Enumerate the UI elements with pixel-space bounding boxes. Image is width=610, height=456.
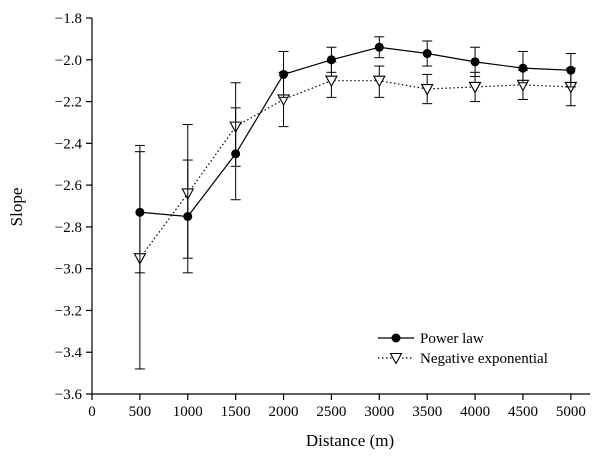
series-negative-exponential: [133, 61, 578, 370]
legend-entry: Negative exponential: [378, 351, 548, 367]
plot-area: [133, 36, 578, 370]
series-line: [139, 80, 571, 259]
y-tick-label: −2.0: [55, 53, 82, 69]
data-point: [372, 75, 386, 88]
legend-entry: Power law: [378, 331, 484, 347]
data-point: [420, 83, 434, 96]
y-tick-label: −2.6: [55, 178, 83, 194]
y-tick-label: −3.4: [55, 345, 83, 361]
legend-label: Power law: [420, 331, 484, 347]
y-tick-label: −3.0: [55, 262, 82, 278]
x-tick-label: 2000: [269, 404, 299, 420]
legend-marker: [391, 333, 401, 343]
legend: Power law Negative exponential: [378, 331, 548, 367]
x-tick-label: 0: [88, 404, 96, 420]
data-point: [518, 63, 528, 73]
y-tick-label: −1.8: [55, 11, 82, 27]
x-tick-label: 3000: [364, 404, 394, 420]
x-axis-title: Distance (m): [306, 431, 394, 450]
axes: −3.6 −3.4 −3.2 −3.0 −2.8 −2.6 −2.4 −2.2 −2.0 −1.8…: [55, 11, 590, 420]
data-point: [470, 57, 480, 67]
series-line: [139, 46, 571, 218]
y-tick-label: −3.2: [55, 303, 82, 319]
data-point: [566, 65, 576, 75]
data-point: [326, 55, 336, 65]
data-point: [374, 42, 384, 52]
x-tick-label: 3500: [412, 404, 442, 420]
y-tick-label: −2.4: [55, 136, 83, 152]
y-tick-label: −3.6: [55, 387, 83, 403]
x-tick-label: 4500: [508, 404, 538, 420]
data-point: [183, 211, 193, 221]
data-point: [231, 149, 241, 159]
legend-marker: [389, 352, 403, 365]
y-axis-title: Slope: [7, 188, 26, 227]
data-point: [468, 81, 482, 94]
x-tick-label: 1500: [221, 404, 251, 420]
y-tick-label: −2.8: [55, 220, 82, 236]
data-point: [324, 75, 338, 88]
data-point: [279, 69, 289, 79]
data-point: [135, 207, 145, 217]
y-tick-label: −2.2: [55, 95, 82, 111]
legend-label: Negative exponential: [420, 351, 548, 367]
x-tick-label: 2500: [316, 404, 346, 420]
series-power-law: [134, 36, 576, 274]
data-point: [422, 49, 432, 59]
x-tick-label: 4000: [460, 404, 490, 420]
x-tick-label: 5000: [556, 404, 586, 420]
x-tick-label: 500: [129, 404, 152, 420]
x-tick-label: 1000: [173, 404, 203, 420]
